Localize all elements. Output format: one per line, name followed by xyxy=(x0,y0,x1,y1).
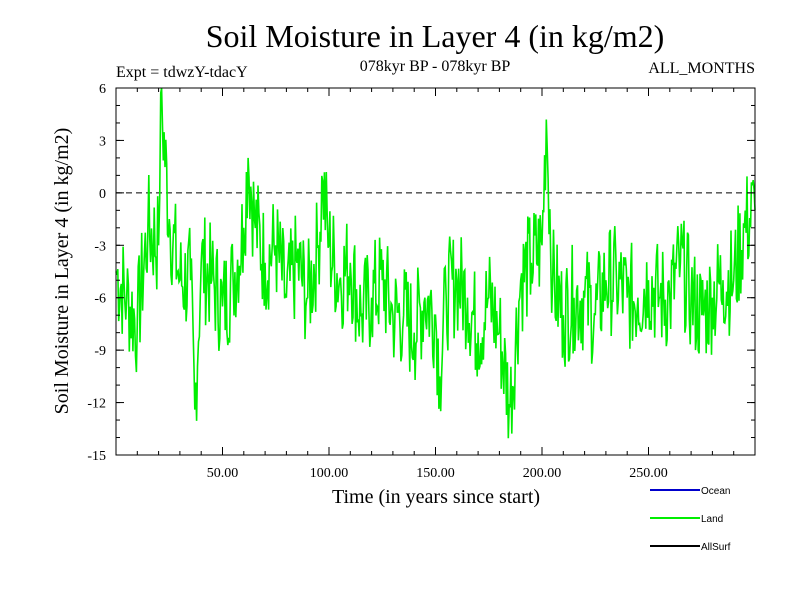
months-label: ALL_MONTHS xyxy=(648,60,755,77)
x-tick-label: 150.00 xyxy=(416,466,455,481)
legend: Ocean Land AllSurf xyxy=(650,486,731,553)
legend-label-ocean: Ocean xyxy=(701,486,730,497)
x-axis-label: Time (in years since start) xyxy=(332,486,540,508)
y-axis-label: Soil Moisture in Layer 4 (in kg/m2) xyxy=(51,128,73,415)
y-tick-label: -9 xyxy=(94,344,106,359)
chart-title: Soil Moisture in Layer 4 (in kg/m2) xyxy=(206,18,665,54)
y-tick-label: 0 xyxy=(99,187,106,202)
x-tick-label: 250.00 xyxy=(629,466,668,481)
expt-label: Expt = tdwzY-tdacY xyxy=(116,64,248,81)
series-layer xyxy=(115,87,756,439)
legend-label-allsurf: AllSurf xyxy=(701,542,731,553)
axes-layer: 6 3 0 -3 -6 -9 -12 -15 50.00 100.00 150.00 200.00 25… xyxy=(87,82,756,481)
x-tick-label: 50.00 xyxy=(207,466,239,481)
x-tick-label: 100.00 xyxy=(310,466,349,481)
x-tick-label: 200.00 xyxy=(523,466,562,481)
y-tick-label: 3 xyxy=(99,134,106,149)
y-tick-label: 6 xyxy=(99,82,106,97)
y-tick-label: -15 xyxy=(87,449,106,464)
y-tick-label: -6 xyxy=(94,292,106,307)
series-line-land xyxy=(115,87,756,439)
legend-label-land: Land xyxy=(701,514,723,525)
y-tick-label: -12 xyxy=(87,397,106,412)
y-tick-label: -3 xyxy=(94,239,106,254)
period-label: 078kyr BP - 078kyr BP xyxy=(360,58,511,75)
